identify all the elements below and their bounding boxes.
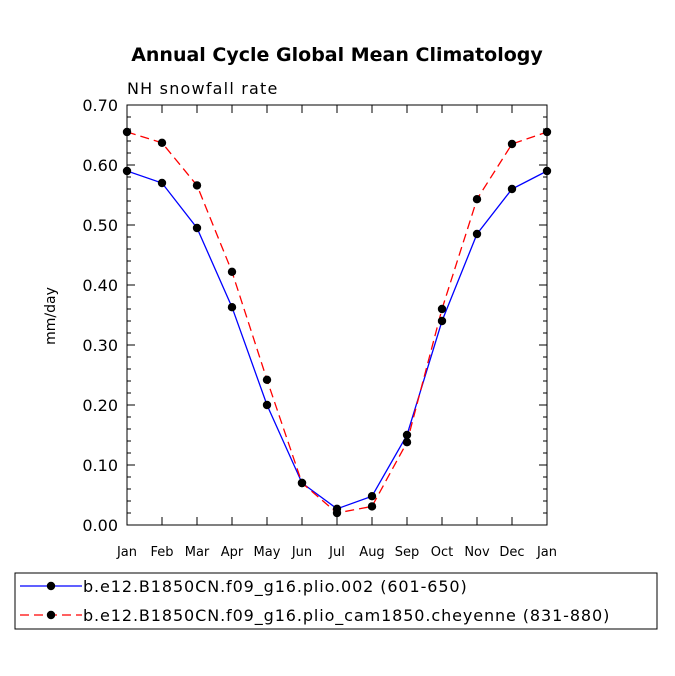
data-point-series-1 xyxy=(227,303,237,312)
legend-label-1: b.e12.B1850CN.f09_g16.plio.002 (601-650) xyxy=(83,577,468,597)
data-point-series-1 xyxy=(122,166,132,176)
y-tick-label: 0.60 xyxy=(82,156,118,175)
data-point-series-2 xyxy=(297,478,307,488)
data-point-series-2 xyxy=(157,138,167,147)
plot-frame xyxy=(126,104,548,526)
y-tick-label: 0.30 xyxy=(82,336,118,355)
data-point-series-1 xyxy=(262,400,272,410)
x-tick-label: Nov xyxy=(464,545,490,560)
data-point-series-2 xyxy=(542,127,552,137)
data-point-series-1 xyxy=(157,178,167,188)
data-point-series-2 xyxy=(367,502,377,511)
chart-subtitle: NH snowfall rate xyxy=(127,79,279,98)
data-point-series-1 xyxy=(507,184,517,194)
x-tick-label: Feb xyxy=(150,545,173,560)
x-tick-label: Jan xyxy=(116,545,137,560)
data-point-series-1 xyxy=(472,229,482,239)
y-tick-label: 0.40 xyxy=(82,276,118,295)
x-tick-label: Mar xyxy=(185,545,210,560)
data-point-series-1 xyxy=(192,223,202,233)
y-tick-label: 0.70 xyxy=(82,96,118,115)
x-tick-label: Aug xyxy=(359,545,384,560)
data-point-series-2 xyxy=(262,375,272,384)
data-point-series-2 xyxy=(472,195,482,204)
chart-title: Annual Cycle Global Mean Climatology xyxy=(131,44,543,66)
legend-box xyxy=(14,572,658,630)
y-tick-label: 0.50 xyxy=(82,216,118,235)
legend: b.e12.B1850CN.f09_g16.plio.002 (601-650)… xyxy=(14,572,658,630)
x-tick-label: Dec xyxy=(499,545,524,560)
y-tick-label: 0.00 xyxy=(82,516,118,535)
y-axis-label: mm/day xyxy=(43,287,59,345)
y-tick-label: 0.10 xyxy=(82,456,118,475)
series-line-1 xyxy=(126,170,548,510)
data-point-series-2 xyxy=(227,267,237,276)
legend-marker-2 xyxy=(46,610,56,620)
series-line-2 xyxy=(126,131,548,514)
data-point-series-1 xyxy=(367,492,377,501)
data-point-series-1 xyxy=(402,430,412,440)
data-point-series-2 xyxy=(402,438,412,447)
x-tick-label: May xyxy=(254,545,281,560)
data-point-series-2 xyxy=(332,508,342,518)
data-point-series-1 xyxy=(542,166,552,176)
x-tick-label: Apr xyxy=(221,545,244,560)
x-tick-label: Sep xyxy=(395,545,420,560)
x-tick-label: Jan xyxy=(536,545,557,560)
x-tick-label: Jul xyxy=(328,545,345,560)
data-point-series-2 xyxy=(507,139,517,149)
data-point-series-2 xyxy=(192,181,202,190)
legend-label-2: b.e12.B1850CN.f09_g16.plio_cam1850.cheye… xyxy=(83,606,610,626)
data-point-series-2 xyxy=(437,304,447,314)
data-point-series-1 xyxy=(437,316,447,326)
y-tick-label: 0.20 xyxy=(82,396,118,415)
legend-marker-1 xyxy=(46,581,56,591)
x-tick-label: Oct xyxy=(431,545,453,560)
x-tick-label: Jun xyxy=(291,545,312,560)
data-point-series-2 xyxy=(122,127,132,137)
